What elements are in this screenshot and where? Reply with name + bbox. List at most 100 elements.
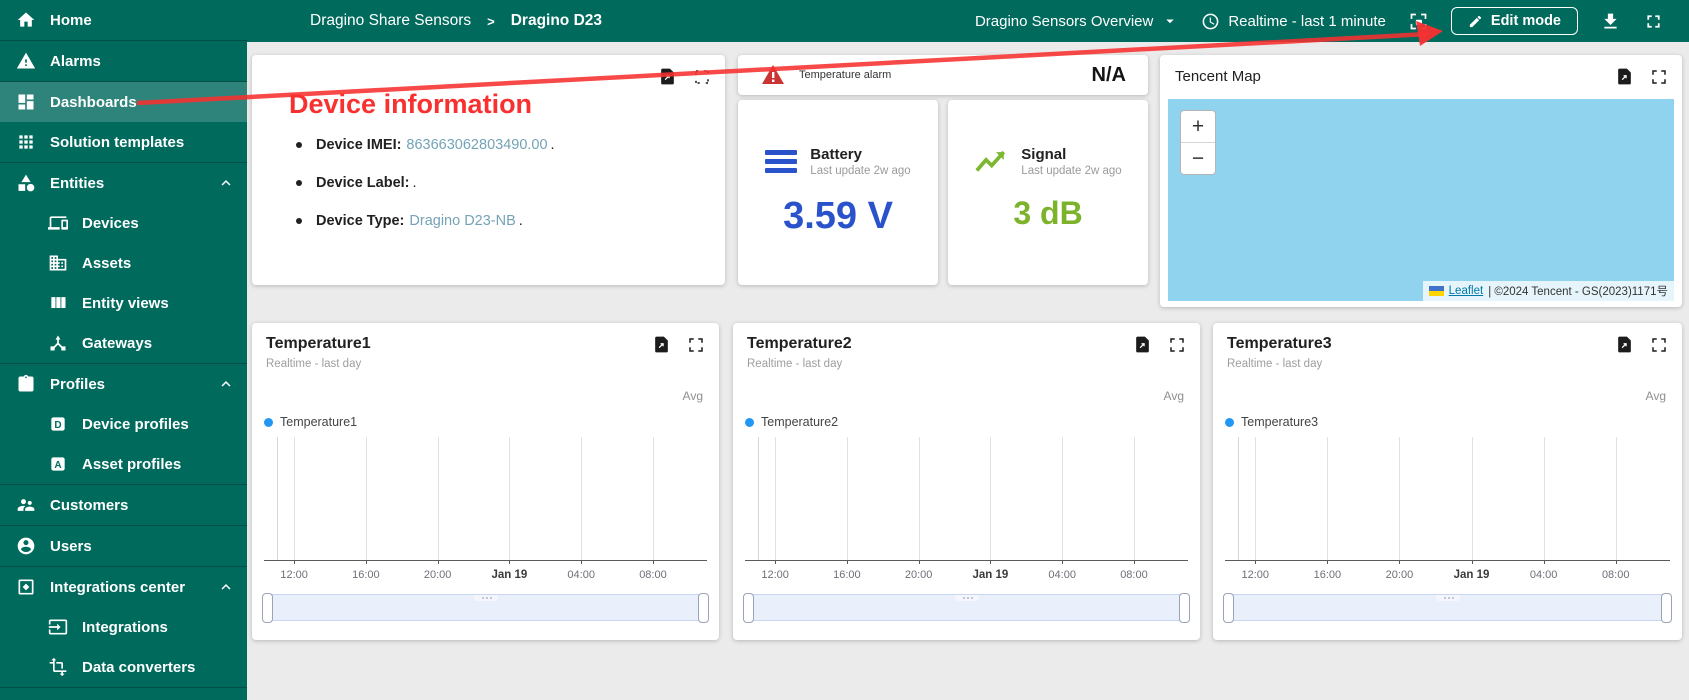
dashboard-select[interactable]: Dragino Sensors Overview	[975, 12, 1179, 30]
signal-title: Signal	[1021, 146, 1067, 163]
x-tick-label: 04:00	[567, 569, 595, 581]
gridline	[918, 437, 920, 560]
device-info-value-link[interactable]: 863663062803490.00	[406, 137, 548, 153]
screenshot-icon[interactable]	[1408, 11, 1429, 32]
chevron-up-icon[interactable]	[217, 375, 235, 393]
axis-tick	[437, 560, 439, 564]
open-in-new-icon[interactable]	[658, 67, 677, 86]
sidebar-item-device-profiles[interactable]: D Device profiles	[0, 404, 247, 444]
breadcrumb-parent[interactable]: Dragino Share Sensors	[310, 12, 472, 29]
edit-mode-label: Edit mode	[1490, 13, 1561, 29]
device-info-row: Device Type: Dragino D23-NB.	[296, 213, 725, 229]
map-attribution: Leaflet | ©2024 Tencent - GS(2023)1171号	[1422, 281, 1674, 301]
range-handle-left[interactable]	[743, 593, 754, 623]
alarm-value: N/A	[1091, 63, 1126, 86]
sidebar-item-dashboards[interactable]: Dashboards	[0, 82, 247, 122]
axis-tick	[846, 560, 848, 564]
legend-dot	[745, 417, 754, 427]
x-tick-label: 04:00	[1048, 569, 1076, 581]
sidebar-item-data-converters[interactable]: Data converters	[0, 647, 247, 687]
axis-tick	[1471, 560, 1473, 564]
widget-fullscreen-icon[interactable]	[1650, 68, 1668, 86]
chart-range-selector[interactable]	[1223, 593, 1672, 623]
sidebar-item-solution-templates[interactable]: Solution templates	[0, 122, 247, 162]
leaflet-link[interactable]: Leaflet	[1448, 285, 1484, 297]
sidebar-divider	[0, 566, 247, 567]
map-zoom-in-button[interactable]: +	[1181, 111, 1215, 143]
sidebar-item-label: Home	[50, 11, 92, 29]
widget-fullscreen-icon[interactable]	[1168, 336, 1186, 354]
range-handle-right[interactable]	[1179, 593, 1190, 623]
sidebar-item-entity-views[interactable]: Entity views	[0, 283, 247, 323]
chevron-up-icon[interactable]	[217, 578, 235, 596]
x-tick-label: 16:00	[1313, 569, 1342, 581]
x-tick-label: 20:00	[904, 569, 933, 581]
download-icon[interactable]	[1600, 11, 1621, 32]
axis-tick	[1327, 560, 1329, 564]
sidebar-item-gateways[interactable]: Gateways	[0, 323, 247, 363]
battery-title: Battery	[810, 146, 862, 163]
axis-tick	[775, 560, 777, 564]
sidebar-item-label: Asset profiles	[82, 455, 182, 473]
chart-legend[interactable]: Temperature2	[745, 415, 838, 429]
chart-range-selector[interactable]	[262, 593, 709, 623]
chart-subtitle: Realtime - last day	[266, 358, 362, 370]
sidebar-item-home[interactable]: Home	[0, 0, 247, 40]
transform-icon	[49, 657, 67, 677]
chart-range-selector[interactable]	[743, 593, 1190, 623]
axis-tick	[1399, 560, 1401, 564]
sidebar-item-integrations[interactable]: Integrations	[0, 607, 247, 647]
chart-x-axis-labels: 12:00 16:00 20:00 Jan 19 04:00 08:00	[745, 569, 1188, 583]
sidebar-item-assets[interactable]: Assets	[0, 243, 247, 283]
gridline	[365, 437, 367, 560]
range-grip[interactable]	[1435, 595, 1460, 601]
widget-fullscreen-icon[interactable]	[687, 336, 705, 354]
export-icon[interactable]	[652, 335, 671, 354]
range-handle-right[interactable]	[698, 593, 709, 623]
assignment-icon	[18, 374, 34, 392]
temperature-alarm-widget: Temperature alarm N/A	[738, 55, 1148, 95]
widget-fullscreen-icon[interactable]	[1650, 336, 1668, 354]
sidebar-item-customers[interactable]: Customers	[0, 485, 247, 525]
widget-fullscreen-icon[interactable]	[693, 68, 711, 86]
sidebar-item-asset-profiles[interactable]: A Asset profiles	[0, 444, 247, 484]
aggregation-label[interactable]: Avg	[1163, 389, 1184, 403]
edit-mode-button[interactable]: Edit mode	[1450, 7, 1578, 35]
people-icon	[17, 499, 35, 511]
export-icon[interactable]	[1615, 67, 1634, 86]
device-info-suffix: .	[412, 175, 417, 191]
sidebar-item-integrations-center[interactable]: Integrations center	[0, 567, 247, 607]
export-icon[interactable]	[1615, 335, 1634, 354]
sidebar-item-users[interactable]: Users	[0, 526, 247, 566]
aggregation-label[interactable]: Avg	[1645, 389, 1666, 403]
legend-label: Temperature2	[761, 415, 839, 429]
range-grip[interactable]	[954, 595, 979, 601]
sidebar-item-entities[interactable]: Entities	[0, 163, 247, 203]
range-grip[interactable]	[473, 595, 498, 601]
sidebar-item-alarms[interactable]: Alarms	[0, 41, 247, 81]
x-tick-label: 12:00	[1241, 569, 1270, 581]
range-handle-right[interactable]	[1661, 593, 1672, 623]
chevron-up-icon[interactable]	[217, 174, 235, 192]
sidebar-item-profiles[interactable]: Profiles	[0, 364, 247, 404]
map-zoom-out-button[interactable]: −	[1191, 146, 1205, 170]
map-canvas[interactable]: + − Leaflet | ©2024 Tencent - GS(2023)11…	[1168, 99, 1674, 301]
range-handle-left[interactable]	[1223, 593, 1234, 623]
aggregation-label[interactable]: Avg	[682, 389, 703, 403]
signal-icon	[975, 150, 1006, 172]
sidebar-item-devices[interactable]: Devices	[0, 203, 247, 243]
range-handle-left[interactable]	[262, 593, 273, 623]
chart-legend[interactable]: Temperature3	[1225, 415, 1318, 429]
gridline	[846, 437, 848, 560]
sidebar-divider	[0, 525, 247, 526]
y-axis-line	[1237, 437, 1239, 560]
export-icon[interactable]	[1133, 335, 1152, 354]
chart-legend[interactable]: Temperature1	[264, 415, 357, 429]
fullscreen-icon[interactable]	[1643, 11, 1664, 32]
gridline	[775, 437, 777, 560]
sidebar-item-label: Gateways	[82, 334, 153, 352]
timewindow-button[interactable]: Realtime - last 1 minute	[1201, 12, 1386, 31]
sidebar-item-label: Entities	[50, 174, 105, 192]
device-info-value-link[interactable]: Dragino D23-NB	[409, 213, 516, 229]
gridline	[1062, 437, 1064, 560]
